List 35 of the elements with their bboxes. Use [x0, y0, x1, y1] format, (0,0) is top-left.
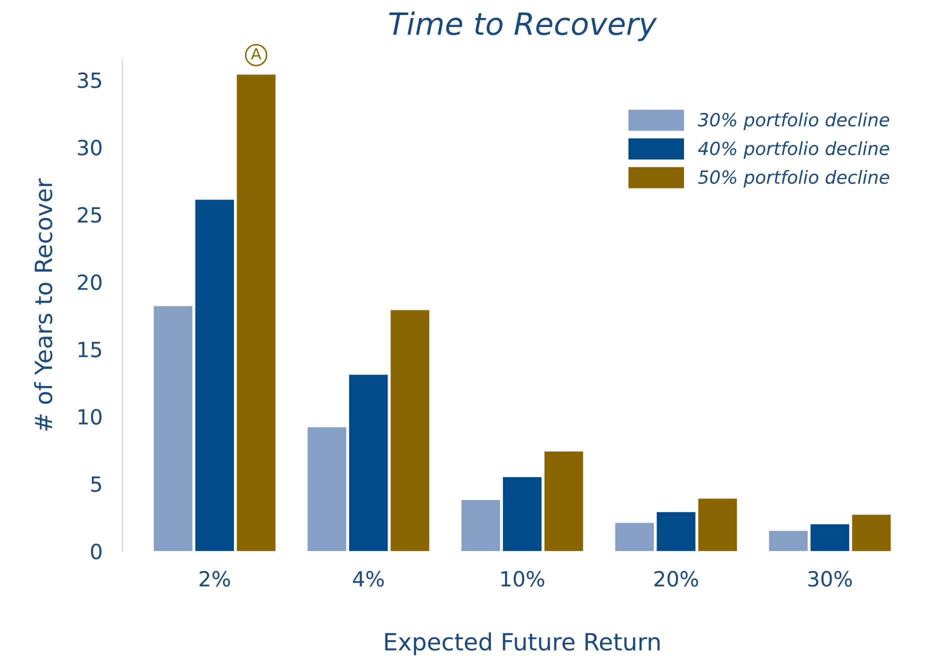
bar — [195, 200, 234, 552]
text: A — [251, 48, 262, 60]
legend-label: 50% portfolio decline — [698, 170, 890, 188]
bar — [349, 374, 388, 552]
y-tick-label: 5 — [91, 476, 102, 492]
bar — [390, 310, 430, 552]
x-tick-label: 20% — [654, 570, 698, 587]
y-tick-label: 35 — [78, 72, 102, 88]
y-tick-label: 20 — [78, 274, 102, 290]
bar — [308, 427, 346, 552]
bar — [502, 477, 542, 552]
bar — [544, 452, 584, 552]
x-axis-title: Expected Future Return — [385, 632, 660, 656]
bar — [236, 74, 276, 552]
x-tick-label: 30% — [808, 570, 852, 587]
bar — [154, 306, 192, 552]
chart-title: Time to Recovery — [389, 12, 658, 42]
y-tick-label: 15 — [78, 342, 102, 358]
y-tick-label: 10 — [78, 408, 102, 425]
legend-label: 40% portfolio decline — [698, 141, 890, 159]
y-tick-label: 0 — [91, 544, 102, 560]
bar — [698, 498, 737, 552]
bar — [810, 524, 850, 552]
x-tick-label: 4% — [352, 570, 384, 587]
y-tick-label: 30 — [78, 140, 102, 156]
x-tick-label: 2% — [200, 570, 230, 587]
bar — [769, 530, 808, 552]
y-tick-label: 25 — [78, 207, 102, 223]
bar — [615, 522, 654, 552]
legend-label: 30% portfolio decline — [698, 112, 890, 130]
bar — [461, 500, 500, 552]
y-axis-title: # of Years to Recover — [34, 178, 52, 431]
x-tick-label: 10% — [501, 570, 544, 587]
bar — [656, 512, 696, 552]
bar — [852, 514, 891, 552]
